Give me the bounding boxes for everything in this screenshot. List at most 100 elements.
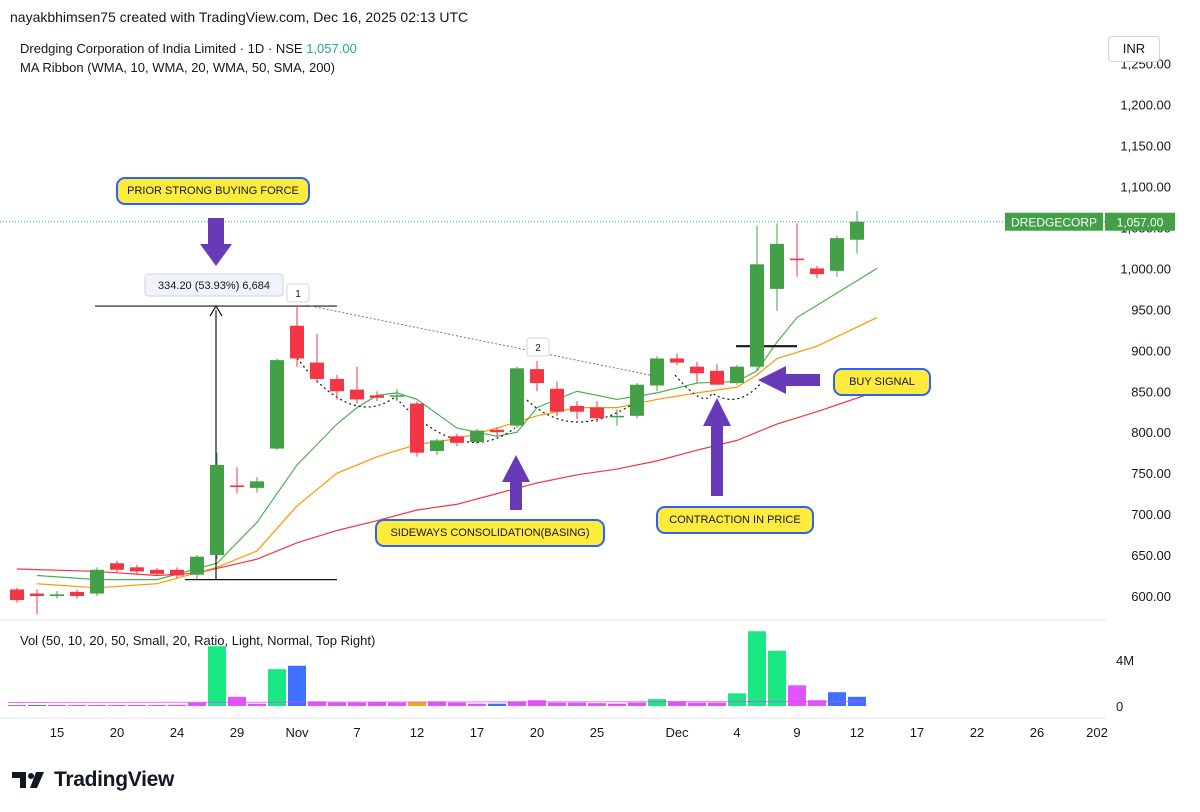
basing-arc-1: [293, 353, 516, 443]
volume-bar: [8, 705, 26, 706]
x-tick-label: 4: [733, 725, 740, 740]
callout-prior-force: PRIOR STRONG BUYING FORCE: [116, 177, 310, 205]
candle-body: [70, 591, 84, 596]
volume-bar: [448, 702, 466, 706]
candle-body: [610, 415, 624, 418]
candle-body: [510, 368, 524, 426]
candles: [10, 211, 864, 615]
x-tick-label: 22: [970, 725, 984, 740]
volume-bar: [48, 705, 66, 706]
y-tick-label: 900.00: [1131, 343, 1171, 358]
brand-wordmark: TradingView: [54, 768, 175, 791]
legend-sep: ·: [239, 41, 248, 56]
y-tick-label: 750.00: [1131, 466, 1171, 481]
basing-arc-2: [526, 397, 643, 423]
credit-text: nayakbhimsen75 created with TradingView.…: [10, 9, 469, 25]
currency-button[interactable]: INR: [1108, 36, 1160, 62]
x-tick-label: 7: [353, 725, 360, 740]
price-axis[interactable]: 600.00 650.00 700.00 750.00 800.00 850.00 900.…: [0, 57, 1171, 719]
candle-body: [410, 403, 424, 453]
volume-bar: [428, 701, 446, 706]
volume-bar: [488, 703, 506, 706]
x-tick-label: Nov: [285, 725, 309, 740]
volume-bars: [7, 631, 867, 706]
candle-body: [150, 569, 164, 574]
candle-body: [130, 567, 144, 572]
candle-body: [670, 358, 684, 363]
volume-bar: [108, 705, 126, 706]
vol-tick-label: 0: [1116, 699, 1123, 714]
price-tag-bg: [1105, 212, 1175, 231]
volume-axis: 4M 0: [1116, 653, 1134, 714]
measure-label: 334.20 (53.93%) 6,684: [158, 280, 270, 292]
arrow-down-icon: [200, 218, 232, 266]
volume-bar: [228, 696, 246, 706]
candle-body: [250, 481, 264, 488]
footer-branding[interactable]: TradingView: [12, 764, 174, 796]
volume-bar: [388, 702, 406, 706]
y-tick-label: 700.00: [1131, 507, 1171, 522]
x-tick-label: 17: [470, 725, 484, 740]
candle-body: [490, 429, 504, 433]
candle-body: [830, 238, 844, 271]
y-tick-label: 1,150.00: [1120, 139, 1171, 154]
volume-bar: [568, 702, 586, 706]
arrow-up-icon: [703, 398, 731, 496]
candle-body: [330, 378, 344, 392]
x-tick-label: 17: [910, 725, 924, 740]
candle-body: [190, 556, 204, 575]
volume-bar: [88, 705, 106, 706]
volume-bar: [828, 692, 846, 706]
y-tick-label: 1,200.00: [1120, 98, 1171, 113]
candle-body: [710, 370, 724, 385]
y-tick-label: 600.00: [1131, 589, 1171, 604]
volume-bar: [148, 705, 166, 706]
ma-line-slow: [16, 390, 878, 577]
trend-line: [306, 304, 658, 377]
overlay: 334.20 (53.93%) 6,684 1 2 DREDGECORP 1,057.0…: [144, 212, 1175, 510]
volume-bar: [548, 702, 566, 706]
x-tick-label: 29: [230, 725, 244, 740]
candle-body: [430, 440, 444, 452]
candle-body: [630, 384, 644, 416]
volume-bar: [288, 665, 306, 706]
volume-bar: [728, 693, 746, 706]
y-tick-label: 850.00: [1131, 384, 1171, 399]
candle-body: [530, 369, 544, 384]
volume-bar: [328, 702, 346, 706]
x-tick-label: 20: [110, 725, 124, 740]
volume-legend[interactable]: Vol (50, 10, 20, 50, Small, 20, Ratio, L…: [20, 633, 376, 648]
candle-body: [30, 593, 44, 596]
x-tick-label: 24: [170, 725, 184, 740]
candle-body: [370, 395, 384, 398]
callout-buy-signal: BUY SIGNAL: [833, 368, 931, 396]
volume-bar: [268, 669, 286, 706]
x-tick-label: 12: [850, 725, 864, 740]
ticker-tag: DREDGECORP: [1011, 216, 1097, 230]
volume-bar: [308, 701, 326, 706]
candle-body: [290, 325, 304, 359]
volume-bar: [28, 705, 46, 706]
legend-sep: ·: [267, 41, 276, 56]
candle-body: [90, 569, 104, 594]
callout-contraction: CONTRACTION IN PRICE: [656, 506, 814, 534]
x-tick-label: 12: [410, 725, 424, 740]
volume-bar: [648, 699, 666, 706]
volume-bar: [208, 646, 226, 706]
candle-body: [550, 388, 564, 412]
vol-tick-label: 4M: [1116, 653, 1134, 668]
volume-bar: [68, 705, 86, 706]
volume-bar: [768, 650, 786, 706]
volume-bar: [668, 701, 686, 706]
tradingview-logo-icon: [12, 772, 44, 788]
indicator-legend[interactable]: MA Ribbon (WMA, 10, WMA, 20, WMA, 50, SM…: [20, 60, 335, 75]
time-axis[interactable]: 15 20 24 29 Nov 7 12 17 20 25 Dec 4 9 12 17 22 26 202: [50, 725, 1108, 740]
volume-bar: [608, 703, 626, 706]
candle-body: [310, 362, 324, 379]
arrow-left-icon: [758, 366, 820, 394]
symbol-legend[interactable]: Dredging Corporation of India Limited · …: [20, 41, 357, 56]
x-tick-label: 25: [590, 725, 604, 740]
candle-body: [470, 430, 484, 443]
volume-bar: [688, 702, 706, 706]
